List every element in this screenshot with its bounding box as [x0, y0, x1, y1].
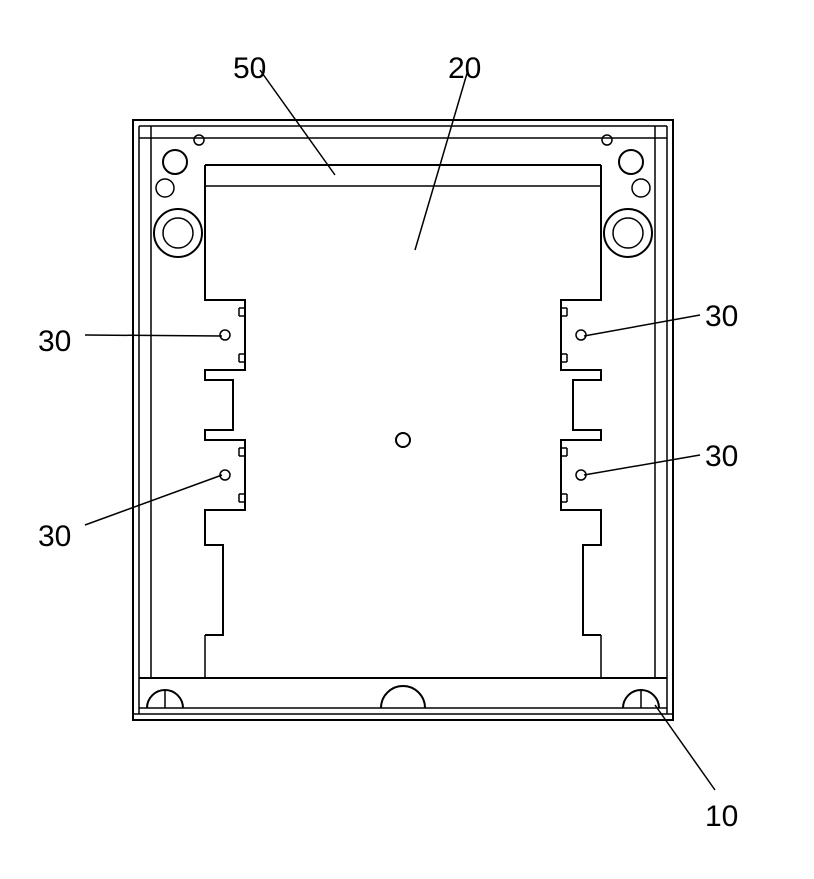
callout-label-30: 30 — [38, 325, 71, 359]
callout-label-50: 50 — [233, 52, 266, 86]
callout-label-30: 30 — [38, 520, 71, 554]
technical-diagram — [0, 0, 814, 879]
callout-label-10: 10 — [705, 800, 738, 834]
callout-label-30: 30 — [705, 300, 738, 334]
callout-label-30: 30 — [705, 440, 738, 474]
callout-label-20: 20 — [448, 52, 481, 86]
